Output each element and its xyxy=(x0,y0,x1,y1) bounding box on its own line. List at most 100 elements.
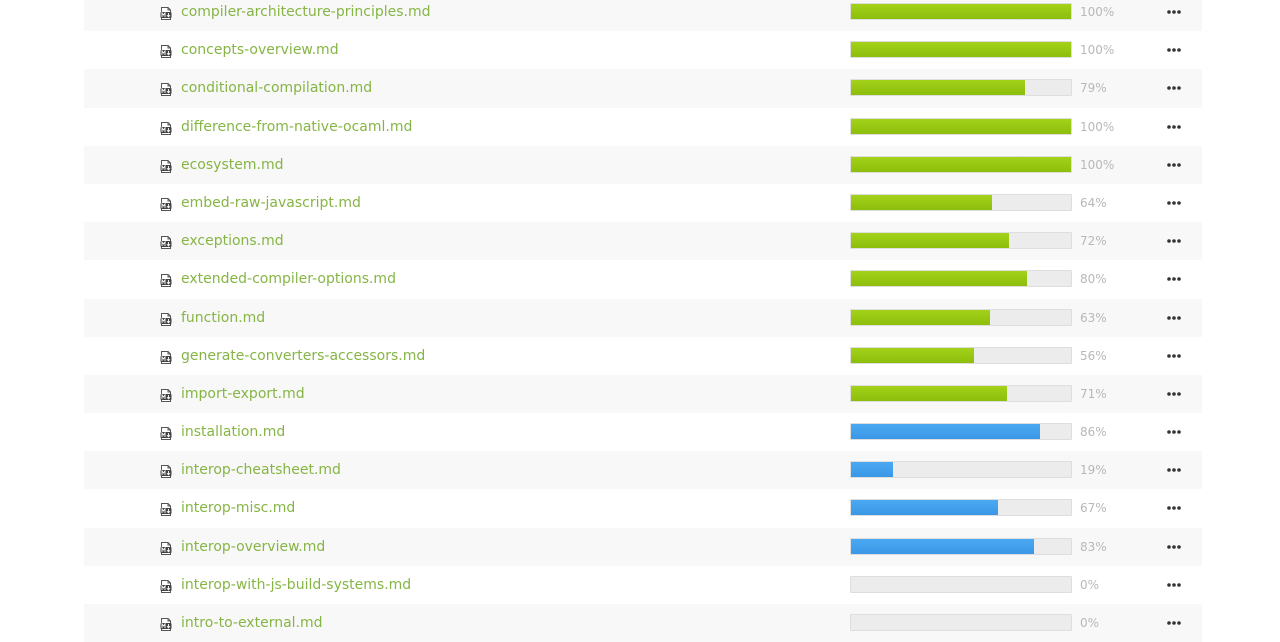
progress-bar-fill xyxy=(851,233,1010,249)
progress-percent: 19% xyxy=(1080,463,1107,478)
progress-percent: 83% xyxy=(1080,539,1107,554)
more-options-icon[interactable] xyxy=(1160,574,1190,594)
file-name-link[interactable]: exceptions.md xyxy=(181,233,284,250)
file-row: interop-with-js-build-systems.md 0% xyxy=(84,565,1202,604)
more-options-icon[interactable] xyxy=(1160,536,1190,556)
markdown-file-icon xyxy=(160,158,172,173)
markdown-file-icon xyxy=(160,387,172,402)
file-name-link[interactable]: embed-raw-javascript.md xyxy=(181,194,361,211)
more-options-icon[interactable] xyxy=(1160,116,1190,136)
file-row: ecosystem.md 100% xyxy=(84,145,1202,184)
progress-bar-fill xyxy=(851,462,893,478)
progress-percent: 0% xyxy=(1080,577,1100,592)
file-row: exceptions.md 72% xyxy=(84,222,1202,261)
progress-percent: 79% xyxy=(1080,81,1107,96)
progress-bar xyxy=(850,193,1072,211)
more-options-icon[interactable] xyxy=(1160,77,1190,97)
file-name-link[interactable]: import-export.md xyxy=(181,385,305,402)
progress-percent: 100% xyxy=(1080,5,1115,19)
progress-bar-fill xyxy=(851,500,999,516)
markdown-file-icon xyxy=(160,616,172,631)
progress-bar xyxy=(850,346,1072,364)
progress-bar xyxy=(850,499,1072,517)
more-options-icon[interactable] xyxy=(1160,268,1190,288)
markdown-file-icon xyxy=(160,540,172,555)
file-name-link[interactable]: interop-with-js-build-systems.md xyxy=(181,576,412,593)
more-options-icon[interactable] xyxy=(1160,345,1190,365)
progress-bar-fill xyxy=(851,538,1034,554)
file-name-link[interactable]: conditional-compilation.md xyxy=(181,80,373,97)
markdown-file-icon xyxy=(160,43,172,59)
progress-bar-fill xyxy=(851,156,1071,172)
file-name-link[interactable]: installation.md xyxy=(181,424,286,441)
file-name-link[interactable]: difference-from-native-ocaml.md xyxy=(181,118,413,135)
file-name-link[interactable]: function.md xyxy=(181,309,266,326)
progress-bar xyxy=(850,575,1072,593)
markdown-file-icon xyxy=(160,463,172,479)
file-row: conditional-compilation.md 79% xyxy=(84,69,1202,108)
more-options-icon[interactable] xyxy=(1160,383,1190,403)
progress-bar-fill xyxy=(851,4,1071,19)
file-row: difference-from-native-ocaml.md 100% xyxy=(84,107,1202,146)
file-name-link[interactable]: concepts-overview.md xyxy=(181,42,339,59)
progress-percent: 56% xyxy=(1080,348,1107,363)
markdown-file-icon xyxy=(160,196,172,211)
progress-bar xyxy=(850,79,1072,97)
markdown-file-icon xyxy=(160,349,172,364)
file-row: compiler-architecture-principles.md 100% xyxy=(84,0,1202,32)
progress-bar xyxy=(850,270,1072,288)
more-options-icon[interactable] xyxy=(1160,192,1190,212)
progress-percent: 71% xyxy=(1080,386,1107,401)
markdown-file-icon xyxy=(160,272,172,288)
progress-bar xyxy=(850,41,1072,59)
progress-bar xyxy=(850,384,1072,402)
progress-bar-fill xyxy=(851,271,1027,287)
more-options-icon[interactable] xyxy=(1160,39,1190,59)
more-options-icon[interactable] xyxy=(1160,154,1190,174)
more-options-icon[interactable] xyxy=(1160,497,1190,517)
file-name-link[interactable]: generate-converters-accessors.md xyxy=(181,347,426,364)
markdown-file-icon xyxy=(160,120,172,135)
more-options-icon[interactable] xyxy=(1160,612,1190,632)
progress-bar xyxy=(850,3,1072,20)
file-name-link[interactable]: interop-cheatsheet.md xyxy=(181,462,341,479)
progress-bar xyxy=(850,423,1072,441)
file-row: interop-misc.md 67% xyxy=(84,489,1202,528)
file-name-link[interactable]: interop-misc.md xyxy=(181,500,296,517)
more-options-icon[interactable] xyxy=(1160,421,1190,441)
markdown-file-icon xyxy=(160,425,172,441)
progress-bar xyxy=(850,614,1072,631)
more-options-icon[interactable] xyxy=(1160,230,1190,250)
progress-bar-fill xyxy=(851,194,992,210)
progress-bar-fill xyxy=(851,42,1071,58)
file-name-link[interactable]: interop-overview.md xyxy=(181,538,326,555)
more-options-icon[interactable] xyxy=(1160,459,1190,479)
file-name-link[interactable]: compiler-architecture-principles.md xyxy=(181,4,431,20)
file-name-link[interactable]: intro-to-external.md xyxy=(181,615,323,631)
markdown-file-icon xyxy=(160,234,172,250)
progress-bar-fill xyxy=(851,347,975,363)
more-options-icon[interactable] xyxy=(1160,307,1190,327)
file-name-link[interactable]: ecosystem.md xyxy=(181,156,284,173)
progress-percent: 64% xyxy=(1080,195,1107,210)
progress-percent: 100% xyxy=(1080,43,1115,58)
markdown-file-icon xyxy=(160,5,172,20)
file-row: embed-raw-javascript.md 64% xyxy=(84,183,1202,223)
file-row: concepts-overview.md 100% xyxy=(84,31,1202,70)
progress-bar xyxy=(850,155,1072,173)
progress-percent: 100% xyxy=(1080,119,1115,134)
file-row: extended-compiler-options.md 80% xyxy=(84,260,1202,299)
file-row: installation.md 86% xyxy=(84,413,1202,452)
more-options-icon[interactable] xyxy=(1160,1,1190,21)
progress-percent: 72% xyxy=(1080,234,1107,249)
file-row: function.md 63% xyxy=(84,298,1202,337)
file-list: compiler-architecture-principles.md 100% xyxy=(84,0,1202,642)
progress-bar-fill xyxy=(851,80,1025,96)
file-name-link[interactable]: extended-compiler-options.md xyxy=(181,271,396,288)
progress-percent: 67% xyxy=(1080,501,1107,516)
progress-bar xyxy=(850,461,1072,479)
progress-percent: 100% xyxy=(1080,157,1115,172)
progress-bar-fill xyxy=(851,424,1041,440)
file-row: import-export.md 71% xyxy=(84,374,1202,414)
progress-percent: 0% xyxy=(1080,616,1100,630)
